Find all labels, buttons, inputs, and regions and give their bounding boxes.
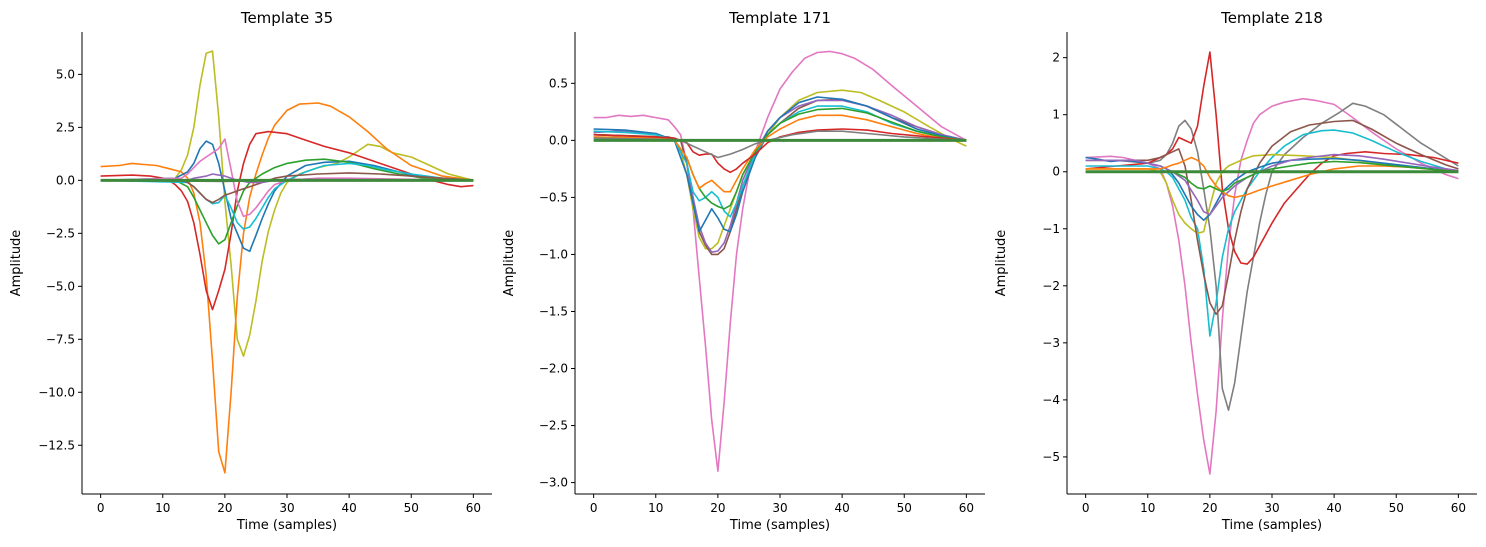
- series-line-3: [100, 130, 474, 311]
- x-axis-label: Time (samples): [1221, 518, 1322, 533]
- x-tick-label: 50: [897, 501, 912, 515]
- y-tick-label: −12.5: [38, 438, 75, 452]
- y-tick-label: 0.5: [549, 76, 568, 90]
- x-tick-label: 40: [341, 501, 356, 515]
- series-line-2: [1085, 102, 1459, 411]
- chart-title: Template 171: [728, 9, 831, 27]
- series-line-1: [593, 50, 967, 472]
- series-line-8: [100, 172, 474, 204]
- y-axis-label: Amplitude: [502, 230, 517, 297]
- y-tick-label: 2.5: [56, 120, 75, 134]
- series-line-8: [1085, 153, 1459, 216]
- x-tick-label: 50: [1389, 501, 1404, 515]
- y-axis-label: Amplitude: [994, 230, 1009, 297]
- series-line-10: [1085, 160, 1459, 193]
- series-line-4: [100, 140, 474, 253]
- y-tick-label: −4: [1042, 393, 1060, 407]
- x-tick-label: 20: [710, 501, 725, 515]
- series-line-6: [100, 162, 474, 230]
- subplot-2: Template 171 0 10 20 30 40 50 60 0.5 0.0 −0.5 −1.0 −…: [502, 9, 985, 533]
- series-line-5: [593, 96, 967, 233]
- x-axis-label: Time (samples): [236, 518, 337, 533]
- series-line-6: [593, 105, 967, 218]
- y-axis-label: Amplitude: [9, 230, 24, 297]
- series-line-8: [593, 114, 967, 193]
- y-tick-label: −2.5: [539, 419, 568, 433]
- x-tick-label: 30: [1264, 501, 1279, 515]
- series-line-6: [1085, 119, 1459, 316]
- x-tick-label: 40: [834, 501, 849, 515]
- chart-title: Template 218: [1220, 9, 1323, 27]
- x-tick-label: 0: [590, 501, 598, 515]
- y-tick-label: −3.0: [539, 476, 568, 490]
- x-tick-label: 60: [959, 501, 974, 515]
- y-tick-label: −7.5: [46, 332, 75, 346]
- x-axis-label: Time (samples): [729, 518, 830, 533]
- y-tick-label: −3: [1042, 336, 1060, 350]
- series-line-9: [593, 128, 967, 174]
- series-line-2: [100, 102, 474, 474]
- x-tick-label: 60: [1451, 501, 1466, 515]
- x-tick-label: 0: [97, 501, 105, 515]
- subplot-1: Template 35 0 10 20 30 40 50 60 5.0 2.5 0.0 −2.5 −5.…: [9, 9, 492, 533]
- x-tick-label: 10: [1140, 501, 1155, 515]
- x-tick-label: 10: [648, 501, 663, 515]
- x-tick-label: 50: [404, 501, 419, 515]
- y-tick-label: 0.0: [549, 133, 568, 147]
- chart-title: Template 35: [240, 9, 333, 27]
- x-tick-label: 40: [1326, 501, 1341, 515]
- series-line-9: [1085, 156, 1459, 199]
- y-tick-label: −1.5: [539, 304, 568, 318]
- x-tick-label: 0: [1082, 501, 1090, 515]
- x-tick-label: 30: [279, 501, 294, 515]
- y-tick-label: 5.0: [56, 67, 75, 81]
- y-tick-label: −1.0: [539, 247, 568, 261]
- series-line-1: [100, 50, 474, 357]
- x-tick-label: 10: [155, 501, 170, 515]
- x-tick-label: 60: [466, 501, 481, 515]
- y-tick-label: −2.0: [539, 362, 568, 376]
- series-line-4: [1085, 129, 1459, 337]
- series-line-3: [1085, 51, 1459, 265]
- y-tick-label: −1: [1042, 222, 1060, 236]
- x-tick-label: 30: [772, 501, 787, 515]
- y-tick-label: 0: [1052, 165, 1060, 179]
- series-line-1: [1085, 97, 1459, 475]
- x-tick-label: 20: [217, 501, 232, 515]
- x-tick-label: 20: [1202, 501, 1217, 515]
- y-tick-label: −2.5: [46, 226, 75, 240]
- y-tick-label: −5: [1042, 450, 1060, 464]
- y-tick-label: −0.5: [539, 190, 568, 204]
- series-line-10: [593, 130, 967, 159]
- y-tick-label: −5.0: [46, 279, 75, 293]
- series-line-2: [593, 89, 967, 250]
- y-tick-label: −10.0: [38, 385, 75, 399]
- y-tick-label: −2: [1042, 279, 1060, 293]
- y-tick-label: 1: [1052, 108, 1060, 122]
- y-tick-label: 0.0: [56, 173, 75, 187]
- series-line-5: [100, 158, 474, 245]
- y-tick-label: 2: [1052, 51, 1060, 65]
